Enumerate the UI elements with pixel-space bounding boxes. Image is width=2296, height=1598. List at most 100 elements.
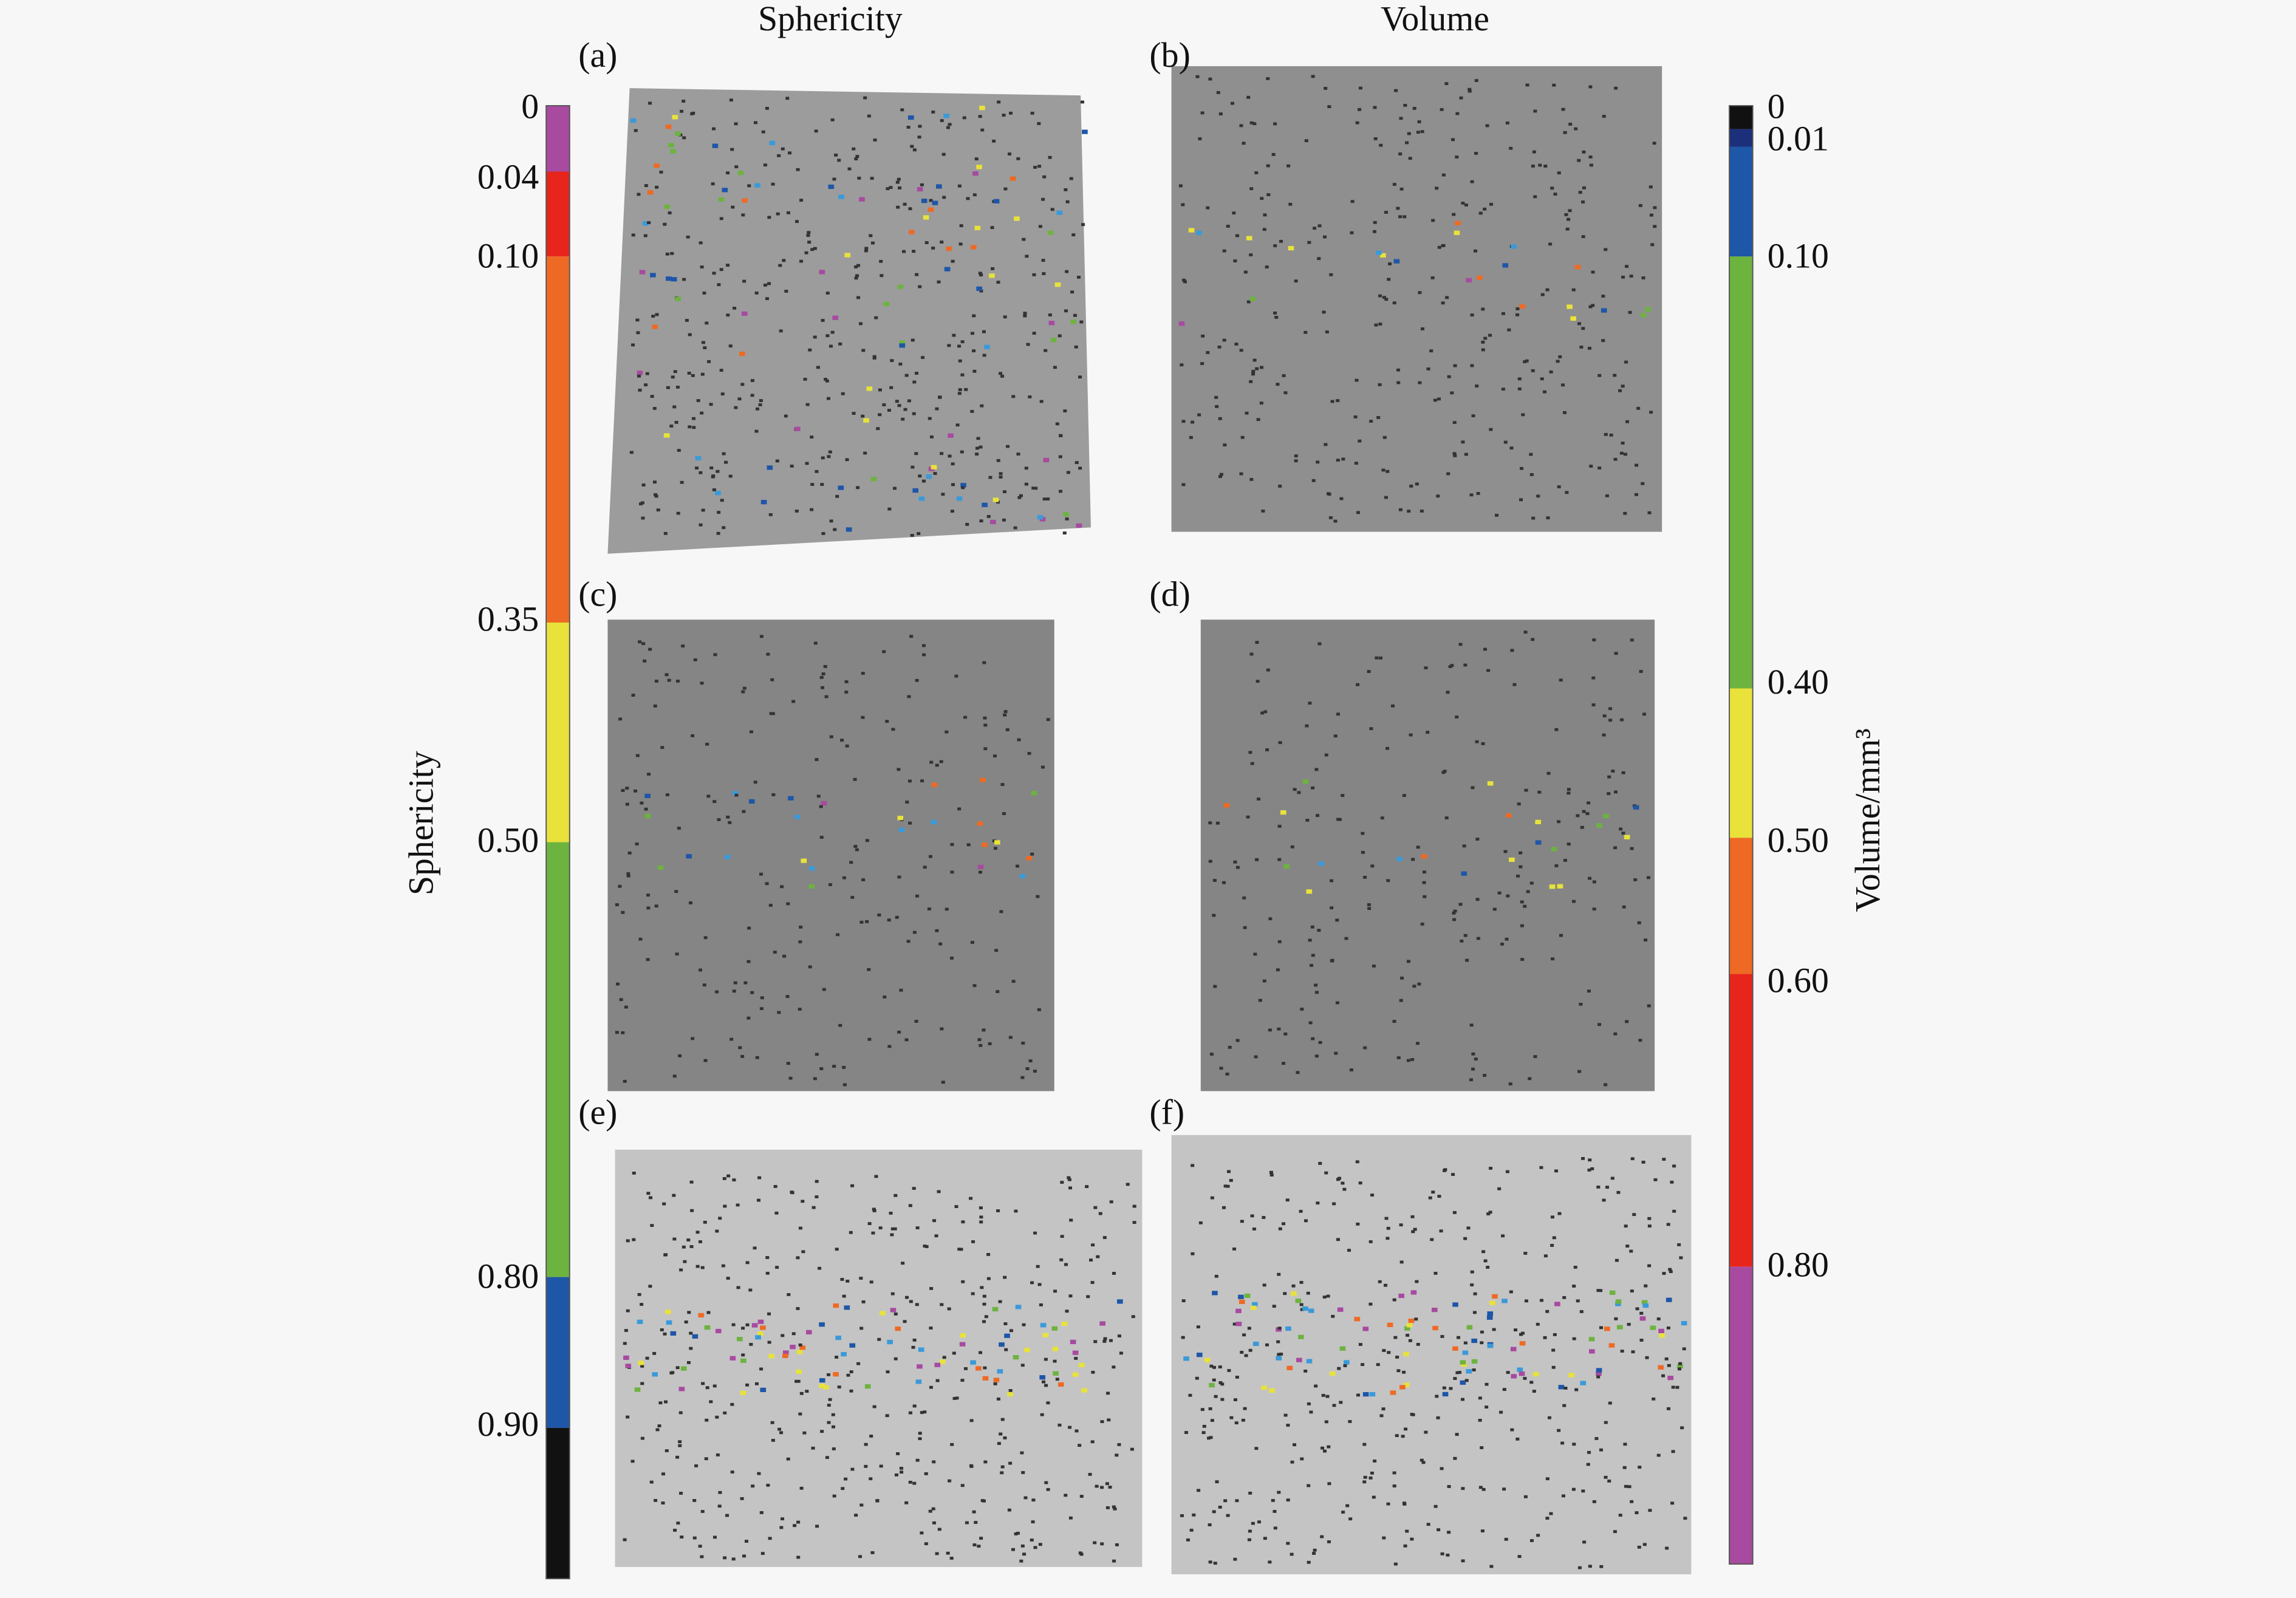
speckle: [983, 747, 988, 751]
speckle: [1332, 1202, 1336, 1206]
speckle: [676, 511, 680, 515]
speckle: [1422, 870, 1426, 874]
speckle: [1305, 724, 1309, 728]
speckle: [1223, 443, 1227, 446]
speckle: [838, 485, 844, 490]
speckle: [1399, 187, 1404, 191]
speckle: [1656, 1453, 1661, 1457]
speckle: [1416, 1343, 1420, 1346]
speckle: [1613, 1530, 1617, 1534]
speckle: [1614, 1317, 1618, 1320]
speckle: [999, 1342, 1005, 1347]
speckle: [972, 193, 977, 197]
speckle: [781, 147, 785, 151]
speckle: [1615, 1299, 1622, 1304]
speckle: [1607, 792, 1611, 796]
speckle: [722, 452, 726, 456]
speckle: [908, 230, 915, 234]
speckle: [901, 1262, 905, 1265]
speckle: [908, 821, 912, 825]
speckle: [784, 414, 788, 418]
speckle: [1670, 1501, 1675, 1505]
speckle: [911, 465, 915, 469]
speckle: [1529, 473, 1534, 476]
speckle: [907, 115, 914, 120]
speckle: [1596, 1371, 1602, 1376]
speckle: [899, 343, 906, 348]
speckle: [1637, 921, 1641, 924]
speckle: [959, 224, 963, 228]
speckle: [675, 131, 681, 136]
speckle: [821, 319, 825, 322]
speckle: [1196, 1325, 1200, 1329]
speckle: [808, 866, 815, 871]
speckle: [712, 143, 719, 148]
speckle: [1115, 1543, 1119, 1546]
speckle: [734, 122, 738, 126]
speckle: [1384, 496, 1388, 499]
speckle: [1330, 400, 1334, 403]
speckle: [998, 1300, 1002, 1303]
speckle: [890, 1308, 897, 1313]
speckle: [815, 758, 819, 761]
speckle: [1384, 1217, 1389, 1220]
speckle: [1068, 1426, 1072, 1429]
speckle: [1529, 452, 1533, 456]
speckle: [1446, 1553, 1450, 1557]
speckle: [1252, 358, 1257, 362]
speckle: [1447, 1485, 1451, 1488]
speckle: [1672, 1164, 1676, 1168]
panel-c: [607, 620, 1054, 1091]
speckle: [920, 183, 924, 186]
speckle: [786, 1062, 790, 1065]
speckle: [950, 870, 954, 874]
speckle: [680, 480, 684, 484]
speckle: [698, 1313, 705, 1318]
speckle: [979, 106, 985, 111]
speckle: [1407, 510, 1411, 513]
speckle: [1198, 137, 1202, 140]
colorbar-segment: [546, 1277, 570, 1428]
speckle: [801, 858, 807, 863]
speckle: [929, 1327, 933, 1330]
speckle: [912, 1404, 917, 1408]
speckle: [901, 417, 905, 421]
speckle: [1597, 374, 1602, 377]
speckle: [717, 1504, 722, 1508]
speckle: [1262, 1216, 1266, 1219]
speckle: [979, 1043, 983, 1047]
speckle: [723, 1411, 727, 1415]
speckle: [983, 1366, 987, 1370]
speckle: [1112, 1365, 1116, 1369]
speckle: [874, 316, 878, 319]
speckle: [1636, 406, 1641, 410]
colorbar-segment: [546, 623, 570, 842]
speckle: [788, 151, 792, 155]
speckle: [815, 1180, 819, 1183]
speckle: [1090, 1281, 1095, 1284]
speckle: [696, 399, 700, 402]
speckle: [1473, 249, 1477, 253]
speckle: [1300, 1008, 1304, 1011]
speckle: [825, 292, 830, 295]
speckle: [940, 452, 944, 456]
speckle: [1520, 924, 1524, 927]
speckle: [1647, 1004, 1651, 1008]
speckle: [1248, 1529, 1252, 1533]
speckle: [1444, 82, 1449, 86]
speckle: [1582, 810, 1586, 813]
speckle: [1602, 733, 1606, 737]
speckle: [1285, 1326, 1291, 1331]
speckle: [904, 1038, 909, 1042]
speckle: [940, 1303, 944, 1306]
speckle: [1293, 788, 1297, 791]
speckle: [777, 1427, 782, 1431]
speckle: [1426, 367, 1430, 370]
speckle: [1507, 328, 1511, 332]
speckle: [1561, 108, 1565, 111]
speckle: [931, 247, 935, 250]
speckle: [1265, 265, 1269, 268]
speckle: [864, 249, 868, 253]
speckle: [972, 1510, 976, 1514]
speckle: [1519, 1333, 1523, 1336]
